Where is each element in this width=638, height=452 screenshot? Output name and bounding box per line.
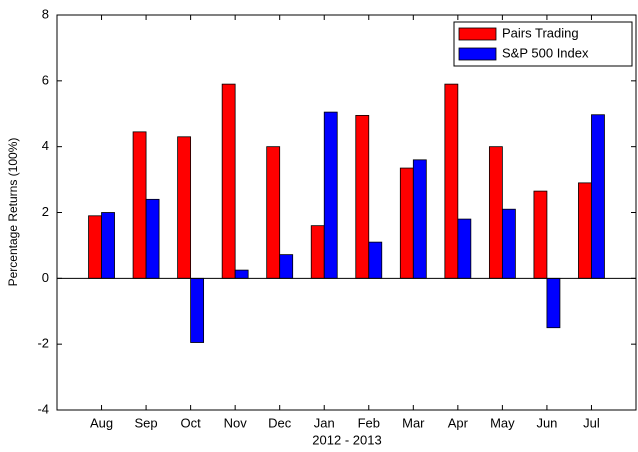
x-tick-label: Aug <box>90 415 113 430</box>
bar <box>190 277 205 343</box>
bar <box>412 159 427 279</box>
x-tick-label: Apr <box>448 415 469 430</box>
bar <box>444 83 459 279</box>
x-tick-label: Oct <box>180 415 201 430</box>
bar <box>177 136 192 279</box>
x-axis-label: 2012 - 2013 <box>312 432 381 447</box>
bar <box>578 182 592 279</box>
bar <box>145 198 160 279</box>
x-tick-label: Sep <box>135 415 158 430</box>
bar <box>234 269 249 279</box>
bar <box>310 225 325 279</box>
y-tick-label: 8 <box>42 6 49 21</box>
x-tick-label: Mar <box>402 415 425 430</box>
bar <box>533 190 548 279</box>
legend-swatch <box>458 27 497 41</box>
y-tick-label: 4 <box>42 138 49 153</box>
x-tick-label: Jan <box>314 415 335 430</box>
y-tick-label: 0 <box>42 270 49 285</box>
bar <box>591 114 605 279</box>
y-tick-label: -4 <box>37 401 49 416</box>
x-tick-label: Jul <box>583 415 600 430</box>
x-tick-label: May <box>490 415 515 430</box>
bar <box>266 146 281 279</box>
bar <box>88 215 102 279</box>
y-tick-label: -2 <box>37 336 49 351</box>
bar <box>368 241 383 279</box>
y-tick-label: 2 <box>42 204 49 219</box>
bar <box>132 131 147 279</box>
legend-swatch <box>458 47 497 61</box>
bar <box>279 254 294 279</box>
bar <box>399 167 414 279</box>
legend-label: S&P 500 Index <box>502 45 589 60</box>
legend-label: Pairs Trading <box>502 25 579 40</box>
y-axis-label: Percentage Returns (100%) <box>6 138 20 287</box>
bar <box>101 212 115 279</box>
bar <box>501 208 516 279</box>
bar <box>488 146 503 279</box>
bar <box>457 218 472 279</box>
x-tick-label: Feb <box>358 415 380 430</box>
bar <box>221 83 236 279</box>
bar <box>323 111 338 279</box>
x-tick-label: Jun <box>536 415 557 430</box>
y-tick-label: 6 <box>42 72 49 87</box>
x-tick-label: Dec <box>268 415 292 430</box>
bar <box>355 114 370 279</box>
bar <box>546 277 561 329</box>
x-tick-label: Nov <box>224 415 248 430</box>
